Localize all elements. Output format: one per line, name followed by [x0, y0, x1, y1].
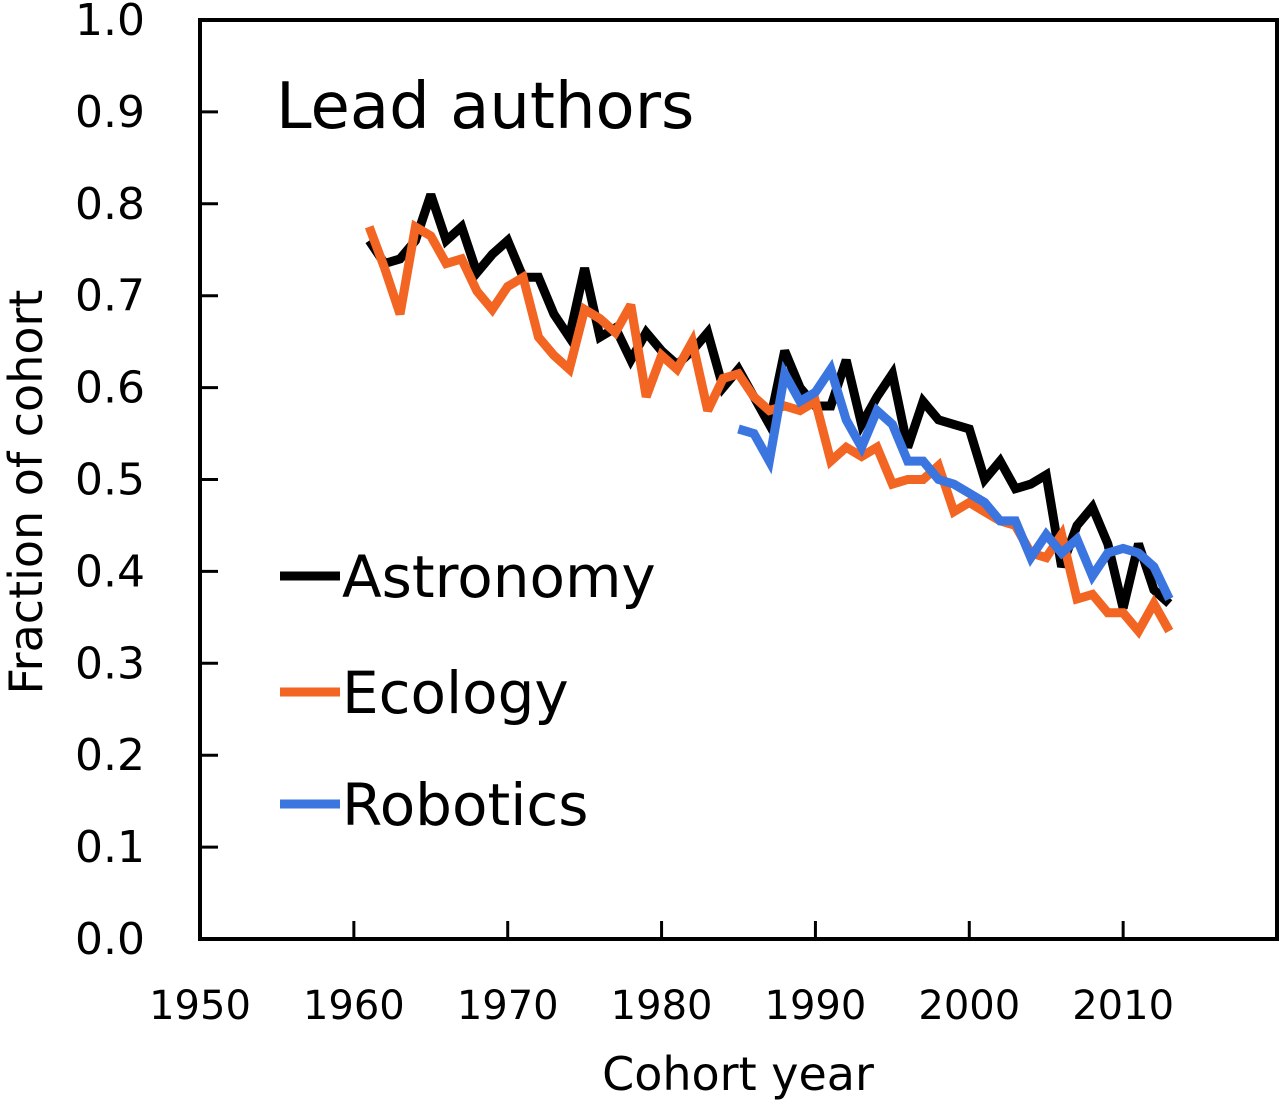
x-tick-label: 2010	[1072, 983, 1174, 1029]
legend-item-ecology: Ecology	[280, 659, 569, 727]
y-tick-label: 0.0	[75, 914, 145, 965]
y-tick-label: 0.2	[75, 730, 145, 781]
y-tick-label: 0.5	[75, 455, 145, 506]
y-tick-label: 0.7	[75, 271, 145, 322]
y-tick-label: 0.3	[75, 638, 145, 689]
y-tick-label: 0.1	[75, 822, 145, 873]
x-tick-label: 2000	[918, 983, 1020, 1029]
y-tick-label: 0.6	[75, 363, 145, 414]
series-line-astronomy	[365, 193, 1173, 610]
x-axis-label: Cohort year	[602, 1047, 874, 1101]
legend: Astronomy Ecology Robotics	[280, 543, 656, 839]
y-tick-label: 0.8	[75, 179, 145, 230]
x-tick-label: 1970	[457, 983, 559, 1029]
x-axis: 1950 1960 1970 1980 1990 2000 2010	[149, 921, 1174, 1029]
legend-label-robotics: Robotics	[342, 771, 588, 839]
x-tick-label: 1950	[149, 983, 251, 1029]
y-tick-label: 0.4	[75, 546, 145, 597]
legend-label-ecology: Ecology	[342, 659, 569, 727]
x-tick-label: 1980	[611, 983, 713, 1029]
legend-item-robotics: Robotics	[280, 771, 588, 839]
x-tick-label: 1960	[303, 983, 405, 1029]
x-tick-label: 1990	[765, 983, 867, 1029]
legend-label-astronomy: Astronomy	[342, 543, 656, 611]
y-axis: 0.0 0.1 0.2 0.3 0.4 0.5 0.6 0.7 0.8 0.9 1.0	[75, 0, 218, 965]
y-tick-label: 0.9	[75, 87, 145, 138]
series-line-robotics	[737, 358, 1174, 601]
y-tick-label: 1.0	[75, 0, 145, 46]
series-layer	[364, 193, 1174, 639]
legend-item-astronomy: Astronomy	[280, 543, 656, 611]
y-axis-label: Fraction of cohort	[0, 290, 53, 695]
chart-title: Lead authors	[276, 70, 694, 144]
